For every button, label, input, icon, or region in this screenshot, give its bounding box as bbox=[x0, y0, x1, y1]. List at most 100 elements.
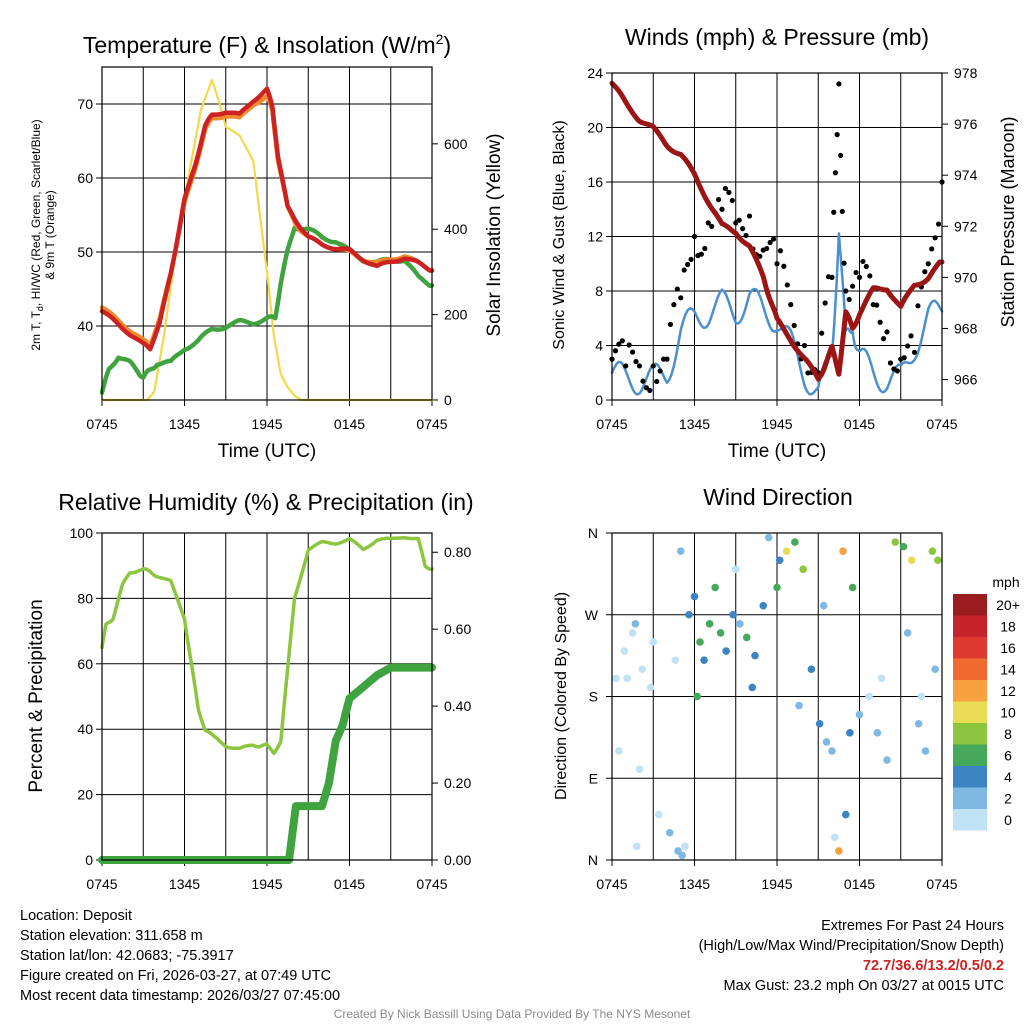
gust-point bbox=[767, 239, 773, 246]
temp-ytick-label: 70 bbox=[77, 96, 93, 112]
direction-point bbox=[907, 556, 916, 565]
temp-right-ytick-label: 600 bbox=[444, 136, 468, 152]
direction-point bbox=[835, 847, 843, 855]
rh-ytick-label: 100 bbox=[70, 525, 94, 541]
wind-direction-panel: Wind Direction Direction (Colored By Spe… bbox=[553, 484, 958, 892]
gust-point bbox=[901, 355, 907, 361]
speed-legend-swatch bbox=[953, 787, 987, 809]
direction-point bbox=[815, 719, 824, 728]
gust-point bbox=[612, 348, 619, 354]
winds-right-ytick-label: 976 bbox=[954, 116, 978, 132]
gust-point bbox=[722, 185, 729, 192]
direction-point bbox=[877, 674, 886, 683]
gust-point bbox=[908, 333, 914, 339]
winds-ytick-label: 20 bbox=[587, 120, 603, 136]
wind-direction-y-axis-label: Direction (Colored By Speed) bbox=[553, 592, 570, 800]
winds-xtick-label: 0145 bbox=[844, 416, 875, 432]
gust-point bbox=[623, 363, 629, 369]
direction-point bbox=[839, 547, 847, 555]
speed-legend-swatch bbox=[953, 615, 987, 637]
dir-xtick-label: 0745 bbox=[596, 876, 627, 892]
gust-point bbox=[837, 152, 844, 159]
speed-legend-swatch bbox=[953, 701, 987, 723]
direction-point bbox=[623, 674, 631, 683]
gust-point bbox=[819, 330, 825, 336]
direction-point bbox=[635, 765, 644, 773]
winds-xtick-label: 0745 bbox=[596, 416, 627, 432]
winds-ytick-label: 8 bbox=[595, 283, 603, 299]
gust-point bbox=[647, 387, 653, 394]
rh-xtick-label: 1345 bbox=[169, 876, 200, 892]
temp-right-ytick-label: 400 bbox=[444, 221, 468, 237]
rh-right-ytick-label: 0.60 bbox=[444, 621, 471, 637]
winds-right-ytick-label: 972 bbox=[954, 218, 978, 234]
sonic-wind-line bbox=[610, 232, 944, 396]
direction-point bbox=[782, 547, 791, 555]
direction-point bbox=[676, 547, 685, 555]
winds-right-ytick-label: 966 bbox=[954, 372, 978, 388]
wind-direction-panel-title: Wind Direction bbox=[703, 484, 853, 510]
speed-legend-label: 18 bbox=[1000, 619, 1016, 635]
insolation-line bbox=[100, 78, 434, 402]
direction-point bbox=[917, 692, 926, 701]
speed-legend-label: 20+ bbox=[996, 597, 1020, 613]
rh-xtick-label: 0145 bbox=[334, 876, 365, 892]
gust-point bbox=[688, 256, 694, 263]
gust-point bbox=[905, 343, 911, 349]
winds-panel: Winds (mph) & Pressure (mb) Time (UTC) S… bbox=[551, 24, 1018, 462]
gust-point bbox=[784, 282, 790, 288]
direction-point bbox=[846, 729, 854, 737]
gust-point bbox=[630, 349, 636, 355]
gust-point bbox=[841, 260, 847, 266]
gust-point bbox=[726, 189, 732, 195]
speed-legend-label: 2 bbox=[1004, 791, 1012, 807]
speed-legend-swatch bbox=[953, 744, 987, 766]
temp-xtick-label: 0745 bbox=[86, 416, 117, 432]
gust-point bbox=[877, 319, 883, 325]
extremes-info: Extremes For Past 24 Hours (High/Low/Max… bbox=[699, 916, 1004, 996]
gust-point bbox=[685, 261, 691, 268]
gust-point bbox=[657, 368, 663, 374]
direction-point bbox=[759, 601, 768, 610]
dir-ytick-label: W bbox=[585, 607, 599, 623]
gust-point bbox=[801, 342, 808, 349]
figure-created: Figure created on Fri, 2026-03-27, at 07… bbox=[20, 968, 332, 984]
direction-point bbox=[711, 583, 719, 592]
gust-point bbox=[863, 263, 869, 270]
direction-point bbox=[773, 583, 781, 592]
rh-ytick-label: 0 bbox=[85, 852, 93, 868]
winds-right-ytick-label: 968 bbox=[954, 320, 978, 336]
direction-point bbox=[883, 756, 891, 764]
gust-point bbox=[705, 220, 711, 226]
direction-point bbox=[799, 565, 807, 574]
gust-point bbox=[922, 269, 928, 275]
gust-point bbox=[671, 302, 677, 308]
temperature-panel: Temperature (F) & Insolation (W/m2) Time… bbox=[29, 31, 505, 462]
rh-right-ytick-label: 0.00 bbox=[444, 852, 471, 868]
winds-xtick-label: 1345 bbox=[679, 416, 710, 432]
direction-point bbox=[807, 665, 816, 674]
precip-line bbox=[98, 663, 436, 864]
winds-y-axis-label: Sonic Wind & Gust (Blue, Black) bbox=[551, 120, 568, 349]
direction-point bbox=[891, 538, 900, 546]
gust-point bbox=[831, 209, 837, 215]
dir-ytick-label: N bbox=[588, 852, 598, 868]
rh-plot-border bbox=[101, 532, 433, 861]
temperature-y-axis-label-line2: & 9m T (Orange) bbox=[43, 190, 57, 280]
winds-xtick-label: 0745 bbox=[926, 416, 957, 432]
station-location: Location: Deposit bbox=[20, 908, 133, 924]
gust-point bbox=[867, 273, 873, 279]
gust-point bbox=[729, 197, 735, 204]
dir-ytick-label: S bbox=[589, 689, 598, 705]
winds-plot-border bbox=[611, 72, 943, 401]
winds-x-axis-label: Time (UTC) bbox=[728, 441, 827, 462]
gust-point bbox=[664, 356, 670, 362]
gust-point bbox=[860, 258, 866, 265]
direction-point bbox=[620, 647, 629, 655]
direction-point bbox=[914, 719, 923, 728]
temp-ytick-label: 50 bbox=[77, 244, 93, 260]
rh-right-ytick-label: 0.40 bbox=[444, 698, 471, 714]
dir-xtick-label: 0145 bbox=[844, 876, 875, 892]
gust-point bbox=[850, 283, 856, 289]
direction-point bbox=[751, 651, 759, 660]
